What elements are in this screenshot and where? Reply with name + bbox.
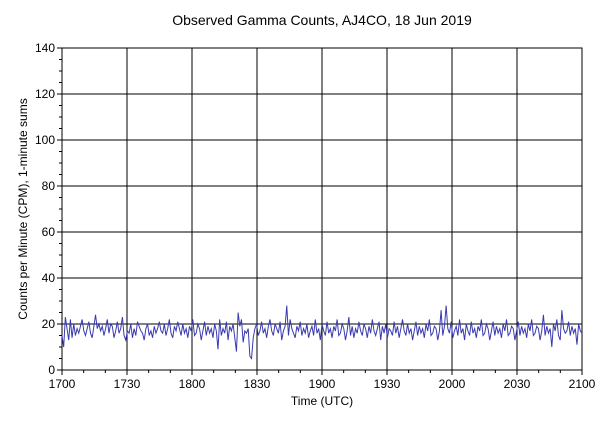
x-tick-labels: 1700 1730 1800 1830 1900 1930 2000 2030 2100: [49, 377, 596, 391]
grid-lines: [62, 48, 582, 370]
x-axis-label: Time (UTC): [291, 394, 353, 408]
chart-title: Observed Gamma Counts, AJ4CO, 18 Jun 201…: [172, 12, 472, 28]
y-axis-label: Counts per Minute (CPM), 1-minute sums: [16, 98, 30, 319]
x-tick-label: 2100: [569, 377, 596, 391]
x-tick-label: 1900: [309, 377, 336, 391]
y-tick-label: 0: [48, 363, 55, 377]
x-tick-label: 1730: [114, 377, 141, 391]
x-tick-label: 1930: [374, 377, 401, 391]
y-tick-labels: 0 20 40 60 80 100 120 140: [35, 41, 55, 377]
plot-frame: [61, 47, 583, 371]
x-tick-label: 1700: [49, 377, 76, 391]
y-tick-label: 60: [42, 225, 56, 239]
x-tick-label: 2030: [504, 377, 531, 391]
y-tick-label: 80: [42, 179, 56, 193]
y-tick-label: 20: [42, 317, 56, 331]
y-tick-label: 120: [35, 87, 55, 101]
y-tick-label: 140: [35, 41, 55, 55]
y-tick-label: 100: [35, 133, 55, 147]
y-tick-label: 40: [42, 271, 56, 285]
x-tick-label: 1830: [244, 377, 271, 391]
series-line-gamma-counts: [61, 305, 583, 360]
x-tick-label: 2000: [439, 377, 466, 391]
x-tick-label: 1800: [179, 377, 206, 391]
